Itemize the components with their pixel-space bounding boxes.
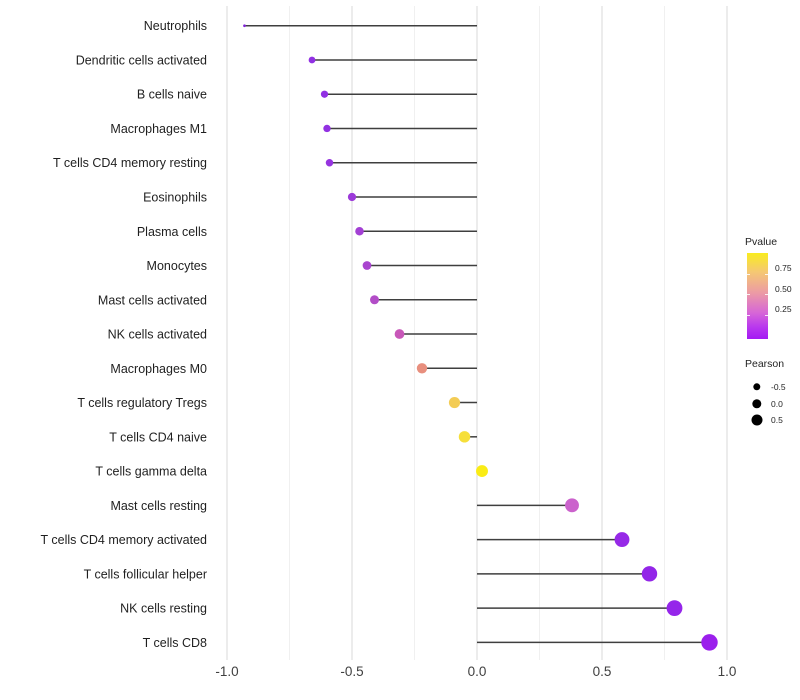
lollipop-dot — [325, 159, 334, 167]
lollipop-dot — [394, 329, 405, 339]
y-axis-label: Monocytes — [147, 259, 207, 273]
y-axis-label: Plasma cells — [137, 225, 207, 239]
lollipop-dot — [355, 227, 364, 236]
pvalue-color-legend: Pvalue 0.75 0.50 0.25 — [745, 236, 800, 346]
pvalue-tick-label: 0.75 — [775, 263, 792, 273]
x-axis-tick-label: 0.5 — [593, 664, 612, 679]
x-axis-tick-label: 1.0 — [718, 664, 737, 679]
y-axis-label: T cells gamma delta — [95, 465, 207, 479]
lollipop-dot — [370, 295, 379, 305]
lollipop-dot — [308, 56, 316, 64]
pearson-legend-label: 0.5 — [771, 415, 783, 425]
y-axis-label: T cells CD8 — [143, 636, 207, 650]
lollipop-dot — [362, 261, 372, 270]
lollipop-dot — [458, 431, 471, 443]
pvalue-gradient-tick — [747, 273, 750, 275]
lollipop-dot — [243, 24, 246, 28]
y-axis-label: B cells naive — [137, 88, 207, 102]
pearson-size-legend: Pearson -0.5 0.0 0.5 — [745, 358, 800, 433]
y-axis-label: Eosinophils — [143, 191, 207, 205]
pvalue-gradient-tick — [765, 314, 768, 316]
pearson-legend-dot — [751, 414, 763, 426]
x-axis-tick-label: -0.5 — [340, 664, 363, 679]
lollipop-dot — [320, 90, 329, 98]
lollipop-dot — [701, 634, 718, 651]
lollipop-dot — [347, 192, 357, 202]
x-axis-tick-label: 0.0 — [468, 664, 487, 679]
y-axis-label: Macrophages M0 — [110, 362, 207, 376]
y-axis-label: Mast cells activated — [98, 293, 207, 307]
pearson-legend-title: Pearson — [745, 358, 785, 370]
pvalue-gradient-bar — [747, 253, 768, 339]
y-axis-label: T cells follicular helper — [84, 567, 207, 581]
pvalue-legend-title: Pvalue — [745, 236, 778, 248]
lollipop-dot — [416, 363, 428, 374]
pearson-legend-dot — [753, 383, 761, 391]
lollipop-dot — [666, 600, 683, 617]
y-axis-label: Dendritic cells activated — [76, 53, 207, 67]
pvalue-gradient-tick — [747, 314, 750, 316]
lollipop-dot — [323, 124, 331, 133]
x-axis-tick-label: -1.0 — [215, 664, 238, 679]
y-axis-label: Neutrophils — [144, 19, 207, 33]
y-axis-label: Macrophages M1 — [110, 122, 207, 136]
pvalue-gradient-tick — [765, 273, 768, 275]
pearson-legend-label: 0.0 — [771, 398, 783, 409]
lollipop-dot — [565, 498, 579, 513]
pvalue-gradient-tick — [747, 294, 750, 295]
pvalue-tick-label: 0.25 — [775, 304, 792, 314]
y-axis-label: T cells CD4 memory activated — [41, 533, 208, 547]
pearson-legend-label: -0.5 — [771, 382, 786, 392]
lollipop-dot — [476, 465, 488, 478]
lollipop-dot — [641, 566, 658, 582]
y-axis-label: T cells CD4 memory resting — [53, 156, 207, 170]
pearson-legend-dot — [752, 398, 762, 409]
lollipop-dot — [614, 532, 630, 548]
lollipop-dot — [448, 396, 461, 409]
y-axis-label: Mast cells resting — [110, 499, 207, 513]
y-axis-label: T cells regulatory Tregs — [77, 396, 207, 410]
pvalue-gradient-tick — [765, 294, 768, 295]
y-axis-label: T cells CD4 naive — [109, 430, 207, 444]
y-axis-label: NK cells activated — [108, 328, 207, 342]
pvalue-tick-label: 0.50 — [775, 284, 792, 294]
y-axis-label: NK cells resting — [120, 602, 207, 616]
